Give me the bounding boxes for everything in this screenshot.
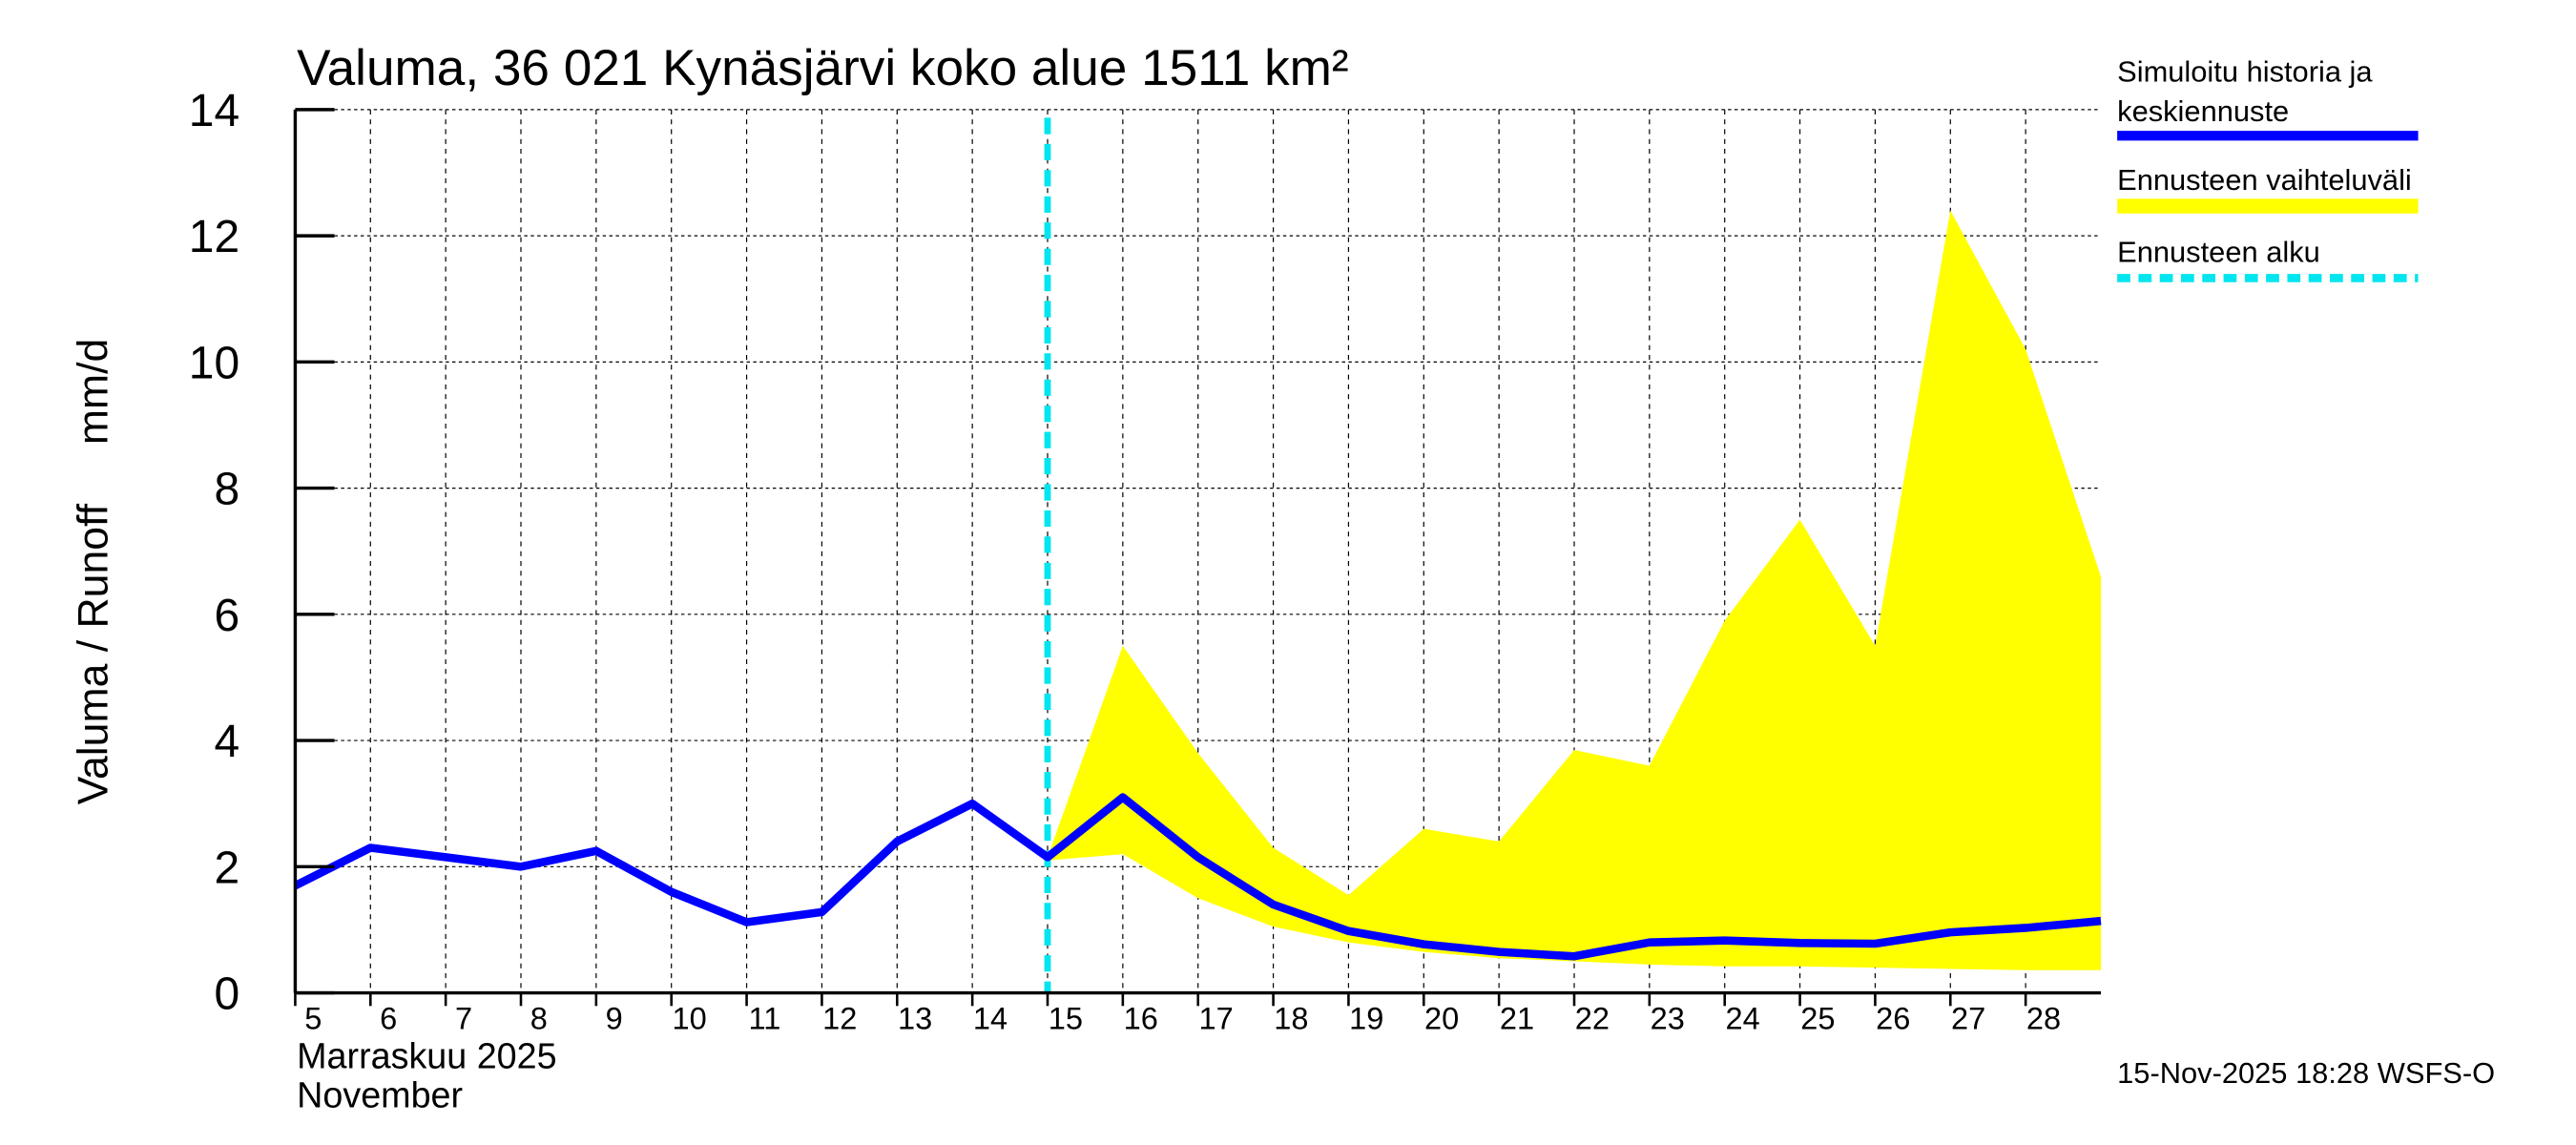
y-tick-label: 14 <box>189 86 239 136</box>
x-axis-month-en: November <box>297 1075 463 1115</box>
x-tick-label: 13 <box>898 1001 932 1035</box>
y-tick-label: 2 <box>214 843 239 893</box>
x-tick-label: 23 <box>1651 1001 1685 1035</box>
x-tick-label: 21 <box>1500 1001 1534 1035</box>
x-tick-label: 5 <box>304 1001 322 1035</box>
chart-title: Valuma, 36 021 Kynäsjärvi koko alue 1511… <box>297 40 1348 96</box>
y-tick-label: 6 <box>214 591 239 641</box>
x-tick-label: 7 <box>455 1001 472 1035</box>
x-tick-label: 9 <box>606 1001 623 1035</box>
x-tick-label: 24 <box>1725 1001 1759 1035</box>
x-tick-label: 28 <box>2026 1001 2061 1035</box>
x-tick-label: 16 <box>1124 1001 1158 1035</box>
axes <box>293 108 2101 1007</box>
legend-label-simulated-2: keskiennuste <box>2117 94 2289 128</box>
legend-label-forecast-start: Ennusteen alku <box>2117 235 2320 268</box>
legend: Simuloitu historia ja keskiennuste Ennus… <box>2117 55 2419 282</box>
y-tick-label: 8 <box>214 465 239 515</box>
x-tick-label: 25 <box>1800 1001 1835 1035</box>
y-tick-label: 12 <box>189 212 239 262</box>
x-tick-label: 17 <box>1198 1001 1233 1035</box>
x-tick-label: 22 <box>1575 1001 1610 1035</box>
x-tick-label: 12 <box>822 1001 857 1035</box>
y-tick-label: 0 <box>214 969 239 1020</box>
y-tick-label: 4 <box>214 717 239 767</box>
x-tick-label: 11 <box>749 1001 781 1035</box>
x-tick-label: 19 <box>1349 1001 1383 1035</box>
simulated-runoff-line <box>293 793 2102 961</box>
x-tick-label: 15 <box>1049 1001 1083 1035</box>
x-tick-label: 27 <box>1951 1001 1985 1035</box>
x-tick-label: 14 <box>973 1001 1008 1035</box>
x-tick-label: 8 <box>530 1001 548 1035</box>
y-axis-label: Valuma / Runoff mm/d <box>70 339 116 805</box>
y-tick-label: 10 <box>189 338 239 388</box>
x-tick-label: 10 <box>672 1001 706 1035</box>
forecast-range-band <box>1048 210 2101 970</box>
x-axis-month-fi: Marraskuu 2025 <box>297 1035 556 1075</box>
x-tick-label: 6 <box>380 1001 397 1035</box>
x-tick-label: 20 <box>1424 1001 1459 1035</box>
legend-label-simulated-1: Simuloitu historia ja <box>2117 55 2373 89</box>
legend-label-range: Ennusteen vaihteluväli <box>2117 163 2412 197</box>
x-tick-label: 18 <box>1274 1001 1308 1035</box>
footer-timestamp: 15-Nov-2025 18:28 WSFS-O <box>2117 1056 2495 1090</box>
x-tick-label: 26 <box>1876 1001 1910 1035</box>
